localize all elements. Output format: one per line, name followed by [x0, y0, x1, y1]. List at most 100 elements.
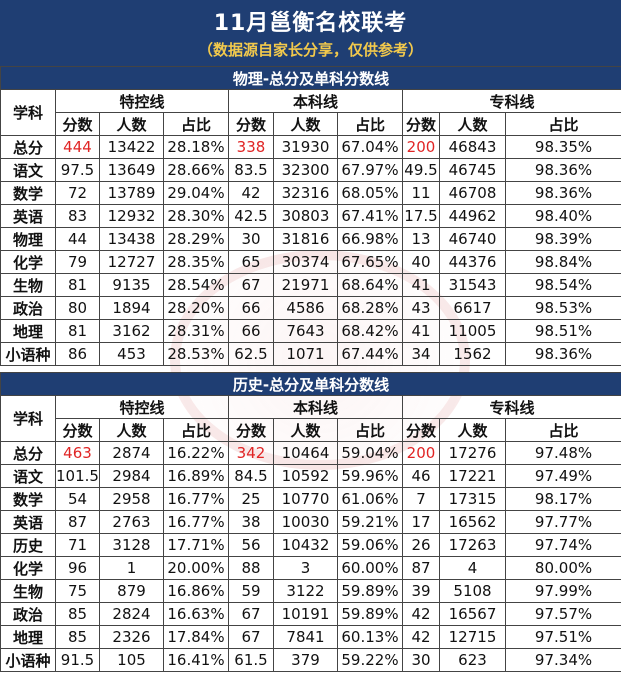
subject-header: 学科	[0, 395, 56, 442]
table-cell: 34	[402, 342, 440, 366]
table-cell: 17.84%	[163, 625, 229, 649]
table-cell: 16.77%	[163, 510, 229, 534]
table-cell: 98.35%	[504, 135, 621, 159]
table-cell: 81	[55, 273, 100, 297]
subject-cell: 历史	[0, 533, 56, 557]
table-cell: 38	[228, 510, 274, 534]
table-cell: 59.96%	[337, 464, 403, 488]
table-cell: 13438	[99, 227, 164, 251]
table-cell: 42.5	[228, 204, 274, 228]
table-cell: 46843	[439, 135, 506, 159]
table-cell: 10191	[273, 602, 338, 626]
table-cell: 29.04%	[163, 181, 229, 205]
table-cell: 17221	[439, 464, 506, 488]
table-cell: 17263	[439, 533, 506, 557]
table-cell: 9135	[99, 273, 164, 297]
table-row: 历史 71 3128 17.71% 56 10432 59.06% 26 17263 97.74%	[0, 533, 621, 557]
table-cell: 2874	[99, 441, 164, 465]
table-cell: 65	[228, 250, 274, 274]
table-cell: 16562	[439, 510, 506, 534]
table-row: 小语种 91.5 105 16.41% 61.5 379 59.22% 30 623 97.34%	[0, 648, 621, 672]
table-cell: 1	[99, 556, 164, 580]
table-cell: 879	[99, 579, 164, 603]
table-cell: 72	[55, 181, 100, 205]
table-cell: 68.28%	[337, 296, 403, 320]
table-cell: 44	[55, 227, 100, 251]
table-row: 物理 44 13438 28.29% 30 31816 66.98% 13 46740 98.39…	[0, 227, 621, 251]
table-cell: 86	[55, 342, 100, 366]
table-cell: 59.89%	[337, 579, 403, 603]
report-header: 11月邕衡名校联考 （数据源自家长分享，仅供参考）	[0, 0, 621, 66]
table-cell: 83	[55, 204, 100, 228]
table-cell: 10464	[273, 441, 338, 465]
table-cell: 67.65%	[337, 250, 403, 274]
table-cell: 97.49%	[504, 464, 621, 488]
table-cell: 97.57%	[504, 602, 621, 626]
table-cell: 67.97%	[337, 158, 403, 182]
table-cell: 62.5	[228, 342, 274, 366]
table-cell: 13	[402, 227, 440, 251]
column-header: 人数	[439, 418, 506, 442]
table-cell: 60.13%	[337, 625, 403, 649]
subject-cell: 语文	[0, 158, 56, 182]
table-cell: 46708	[439, 181, 506, 205]
column-header: 分数	[55, 418, 100, 442]
subject-cell: 生物	[0, 273, 56, 297]
table-cell: 32300	[273, 158, 338, 182]
table-cell: 31543	[439, 273, 506, 297]
table-cell: 2824	[99, 602, 164, 626]
table-cell: 88	[228, 556, 274, 580]
table-cell: 98.39%	[504, 227, 621, 251]
subject-cell: 数学	[0, 181, 56, 205]
table-cell: 453	[99, 342, 164, 366]
table-cell: 30	[228, 227, 274, 251]
table-cell: 46740	[439, 227, 506, 251]
table-cell: 43	[402, 296, 440, 320]
column-header: 分数	[402, 418, 440, 442]
group-header-special: 特控线	[55, 395, 229, 419]
table-cell: 85	[55, 625, 100, 649]
table-row: 英语 83 12932 28.30% 42.5 30803 67.41% 17.5 44962 9…	[0, 204, 621, 228]
table-cell: 59.89%	[337, 602, 403, 626]
subject-cell: 政治	[0, 296, 56, 320]
table-cell: 32316	[273, 181, 338, 205]
table-cell: 16.86%	[163, 579, 229, 603]
table-cell: 4586	[273, 296, 338, 320]
table-row: 小语种 86 453 28.53% 62.5 1071 67.44% 34 1562 98.36%	[0, 342, 621, 366]
table-cell: 4	[439, 556, 506, 580]
table-cell: 61.06%	[337, 487, 403, 511]
subject-cell: 总分	[0, 441, 56, 465]
table-cell: 17315	[439, 487, 506, 511]
column-header: 人数	[99, 418, 164, 442]
table-cell: 30374	[273, 250, 338, 274]
table-cell: 67	[228, 602, 274, 626]
table-cell: 21971	[273, 273, 338, 297]
table-cell: 28.20%	[163, 296, 229, 320]
column-header: 人数	[99, 112, 164, 136]
table-cell: 17.71%	[163, 533, 229, 557]
table-cell: 97.99%	[504, 579, 621, 603]
table-cell: 98.84%	[504, 250, 621, 274]
table-cell: 97.74%	[504, 533, 621, 557]
table-cell: 91.5	[55, 648, 100, 672]
table-cell: 7	[402, 487, 440, 511]
table-cell: 26	[402, 533, 440, 557]
table-cell: 10030	[273, 510, 338, 534]
table-cell: 3	[273, 556, 338, 580]
column-header: 人数	[273, 418, 338, 442]
table-cell: 97.77%	[504, 510, 621, 534]
table-row: 语文 101.5 2984 16.89% 84.5 10592 59.96% 46 17221 9…	[0, 464, 621, 488]
section-title: 历史-总分及单科分数线	[0, 372, 621, 396]
table-row: 化学 96 1 20.00% 88 3 60.00% 87 4 80.00%	[0, 556, 621, 580]
physics-score-table: 物理-总分及单科分数线 学科 特控线 本科线 专科线 分数 人数 占比 分数 人…	[0, 66, 621, 366]
table-cell: 7841	[273, 625, 338, 649]
table-cell: 623	[439, 648, 506, 672]
subject-cell: 化学	[0, 250, 56, 274]
table-cell: 30	[402, 648, 440, 672]
table-cell: 67.41%	[337, 204, 403, 228]
history-score-table: 历史-总分及单科分数线 学科 特控线 本科线 专科线 分数 人数 占比 分数 人…	[0, 372, 621, 672]
table-cell: 16.22%	[163, 441, 229, 465]
column-header: 分数	[55, 112, 100, 136]
table-cell: 75	[55, 579, 100, 603]
table-cell: 46	[402, 464, 440, 488]
